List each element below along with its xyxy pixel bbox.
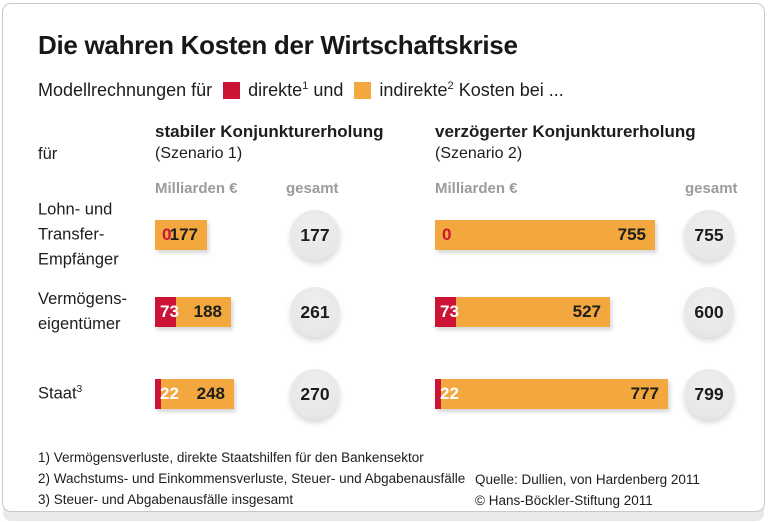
source-line: Quelle: Dullien, von Hardenberg 2011	[475, 472, 700, 487]
total-circle: 755	[684, 210, 734, 260]
legend-suffix: Kosten bei ...	[458, 80, 564, 100]
total-value: 600	[694, 301, 724, 322]
category-footnote-marker: 3	[76, 384, 83, 395]
scenario-1-subtitle: (Szenario 1)	[155, 145, 243, 162]
category-label-line: Vermögens-	[38, 290, 127, 308]
category-label: Staat3	[38, 382, 82, 407]
scenario-2-total-label: gesamt	[685, 180, 738, 197]
chart-title: Die wahren Kosten der Wirtschaftskrise	[38, 30, 518, 60]
total-circle: 261	[290, 287, 340, 337]
total-circle: 177	[290, 210, 340, 260]
category-label-line: Staat3	[38, 384, 83, 403]
footnote-1: 1) Vermögensverluste, direkte Staatshilf…	[38, 450, 424, 465]
direct-cost-value: 22	[160, 384, 179, 403]
total-value: 177	[300, 224, 330, 245]
category-label: Vermögens-eigentümer	[38, 287, 127, 337]
legend-direct-text: direkte	[248, 80, 303, 100]
chart-row: Vermögens-eigentümer 73 188 261 73 527 600	[3, 287, 764, 337]
direct-cost-value: 73	[160, 302, 179, 321]
total-value: 799	[694, 383, 724, 404]
copyright-line: © Hans-Böckler-Stiftung 2011	[475, 493, 653, 508]
category-label-line: Transfer-	[38, 225, 105, 244]
scenario-2-subtitle: (Szenario 2)	[435, 145, 523, 162]
category-label-line: eigentümer	[38, 315, 121, 333]
legend-conjunction: und	[313, 80, 344, 100]
total-value: 261	[300, 301, 330, 322]
chart-row: Lohn- und Transfer- Empfänger 0 177 177 0 755 75…	[3, 201, 764, 269]
direct-cost-segment	[435, 379, 441, 409]
scenario-2-header: verzögerter Konjunkturerholung (Szenario…	[435, 122, 696, 163]
scenario-1-unit-label: Milliarden €	[155, 180, 238, 197]
scenario-1-total-label: gesamt	[286, 180, 339, 197]
row-axis-label: für	[38, 145, 58, 163]
total-circle: 270	[290, 369, 340, 419]
total-value: 755	[694, 224, 724, 245]
direct-costs-swatch-icon	[223, 82, 241, 99]
indirect-cost-value: 527	[572, 302, 601, 321]
legend-indirect-text: indirekte	[379, 80, 448, 100]
indirect-cost-value: 188	[193, 302, 222, 321]
legend-prefix: Modellrechnungen für	[38, 80, 213, 100]
cost-bar: 22 777	[435, 379, 668, 409]
legend-indirect-label: indirekte2	[379, 80, 453, 101]
cost-bar: 0 755	[435, 220, 655, 250]
direct-cost-value: 0	[442, 225, 452, 244]
direct-cost-value: 22	[440, 384, 459, 403]
legend: Modellrechnungen für direkte1 und indire…	[38, 80, 569, 101]
scenario-1-header: stabiler Konjunkturerholung (Szenario 1)	[155, 122, 384, 163]
direct-cost-segment	[435, 297, 456, 327]
cost-bar: 0 177	[155, 220, 207, 250]
category-label-line: Lohn- und	[38, 200, 113, 219]
scenario-1-title: stabiler Konjunkturerholung	[155, 122, 384, 141]
footnote-3: 3) Steuer- und Abgabenausfälle insgesamt	[38, 492, 294, 507]
indirect-costs-swatch-icon	[354, 82, 372, 99]
category-label-line: Empfänger	[38, 250, 119, 269]
legend-direct-footnote-marker: 1	[302, 80, 309, 92]
indirect-cost-value: 777	[630, 384, 659, 403]
cost-bar: 22 248	[155, 379, 234, 409]
source: Quelle: Dullien, von Hardenberg 2011 © H…	[475, 469, 700, 511]
total-circle: 600	[684, 287, 734, 337]
chart-row: Staat3 22 248 270 22 777 799	[3, 369, 764, 419]
infographic-card: Die wahren Kosten der Wirtschaftskrise M…	[2, 3, 765, 512]
indirect-cost-value: 755	[617, 225, 646, 244]
total-value: 270	[300, 383, 330, 404]
direct-cost-value: 0	[162, 225, 172, 244]
legend-direct-label: direkte1	[248, 80, 308, 101]
direct-cost-segment	[155, 379, 161, 409]
footnotes: 1) Vermögensverluste, direkte Staatshilf…	[38, 447, 465, 510]
indirect-cost-value: 177	[169, 225, 198, 244]
total-circle: 799	[684, 369, 734, 419]
cost-bar: 73 527	[435, 297, 610, 327]
indirect-cost-value: 248	[196, 384, 225, 403]
scenario-2-unit-label: Milliarden €	[435, 180, 518, 197]
scenario-2-title: verzögerter Konjunkturerholung	[435, 122, 696, 141]
direct-cost-segment	[155, 297, 176, 327]
cost-bar: 73 188	[155, 297, 231, 327]
category-label: Lohn- und Transfer- Empfänger	[38, 198, 119, 273]
footnote-2: 2) Wachstums- und Einkommensverluste, St…	[38, 471, 466, 486]
direct-cost-value: 73	[440, 302, 459, 321]
legend-indirect-footnote-marker: 2	[447, 80, 454, 92]
